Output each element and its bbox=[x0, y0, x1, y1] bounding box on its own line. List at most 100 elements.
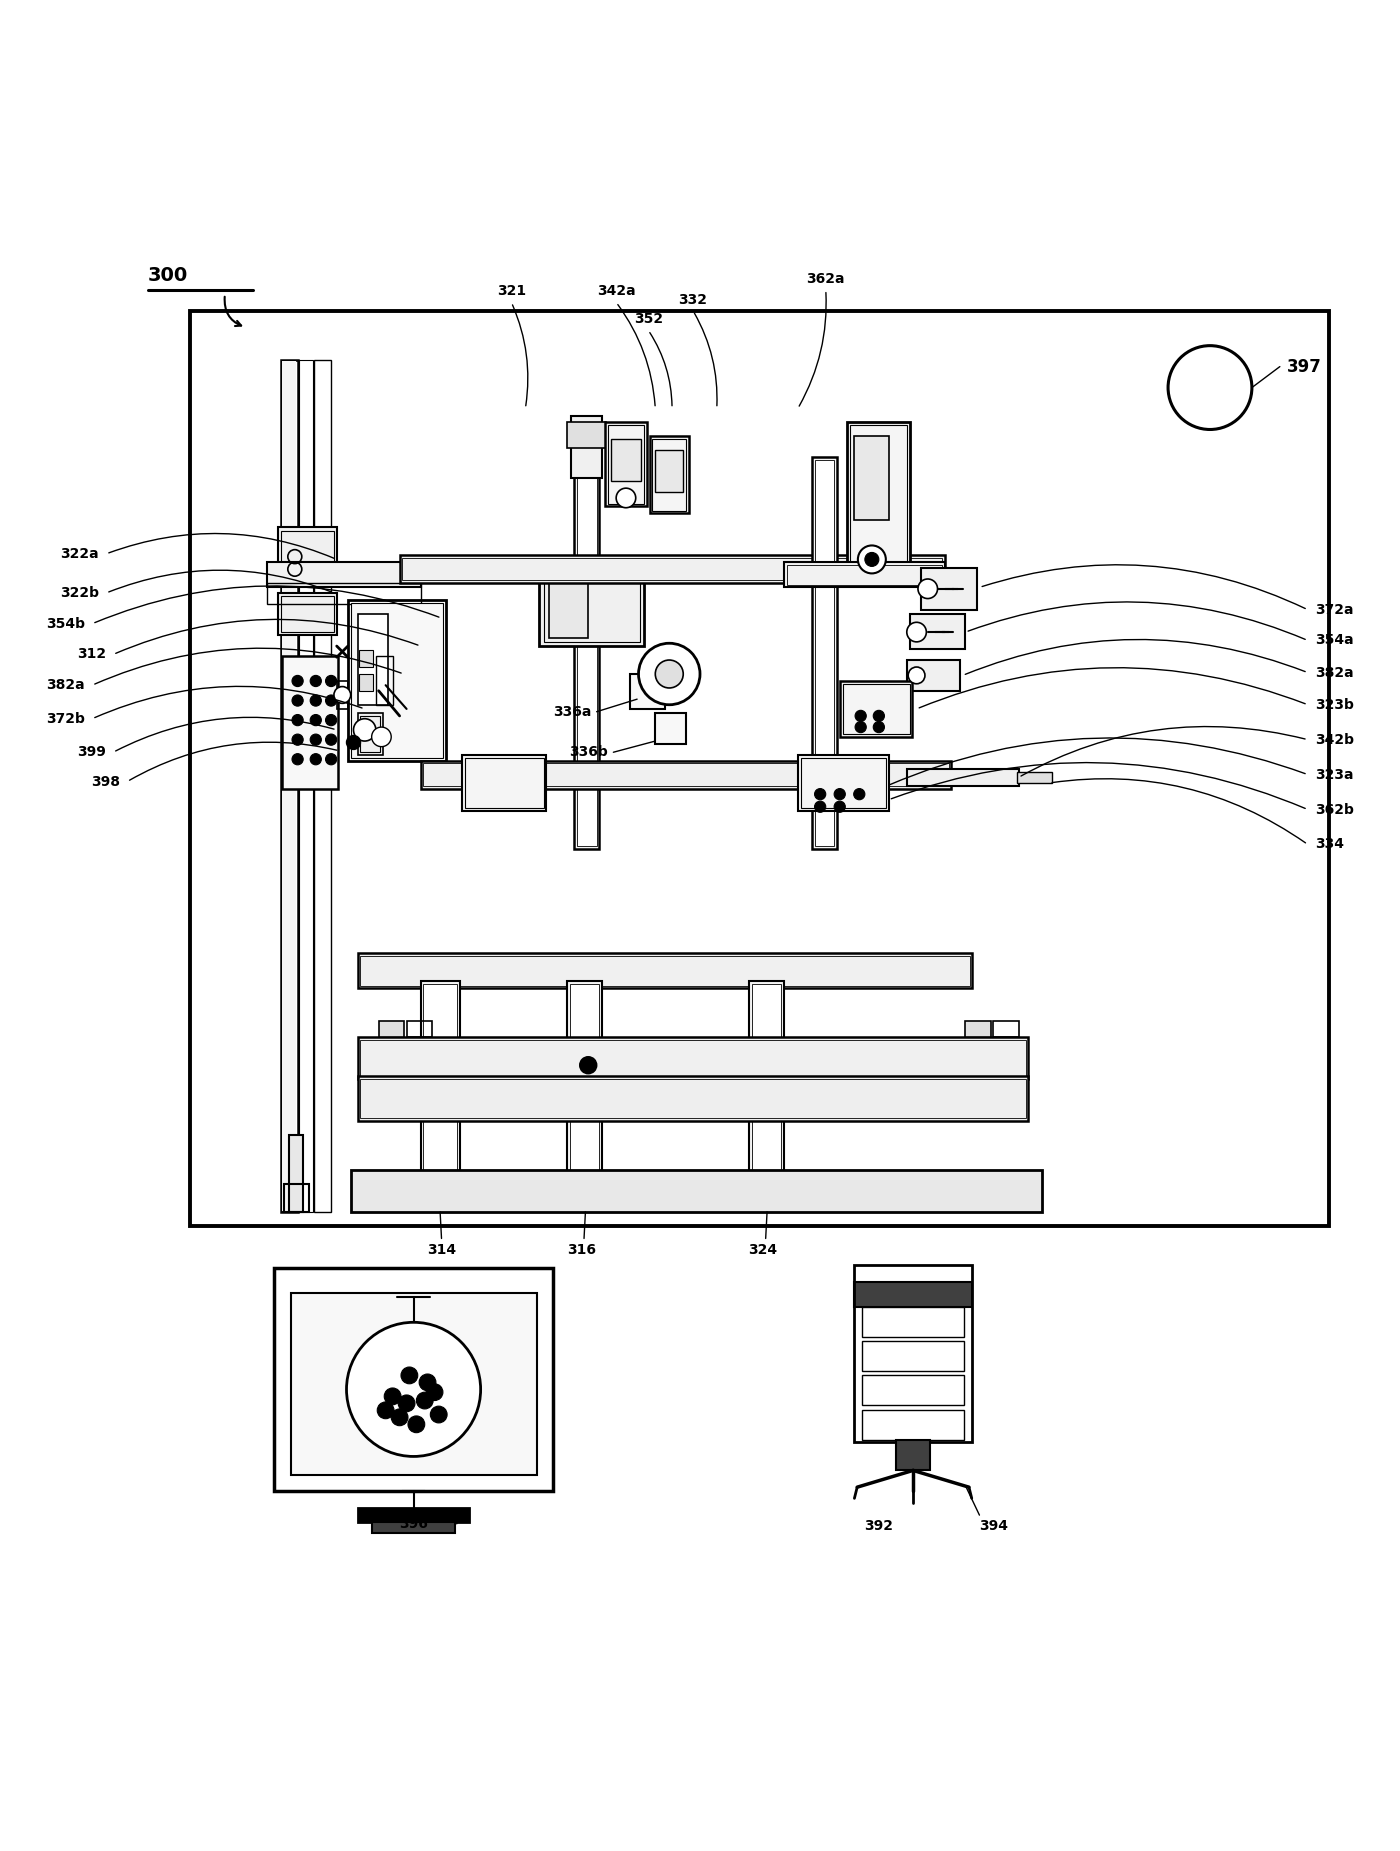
Bar bbox=[423, 763, 949, 787]
Bar bbox=[574, 415, 599, 848]
Bar bbox=[349, 600, 445, 761]
Circle shape bbox=[419, 1373, 435, 1390]
Circle shape bbox=[918, 579, 938, 598]
Circle shape bbox=[377, 1401, 393, 1418]
Bar bbox=[850, 426, 907, 574]
Circle shape bbox=[293, 676, 304, 687]
Bar bbox=[283, 655, 339, 789]
Circle shape bbox=[834, 801, 846, 813]
Bar bbox=[357, 1077, 1029, 1122]
Bar bbox=[375, 655, 392, 705]
Bar bbox=[267, 563, 420, 587]
Bar bbox=[843, 683, 910, 735]
Circle shape bbox=[391, 1409, 407, 1425]
Bar bbox=[539, 570, 644, 646]
Text: 397: 397 bbox=[1287, 357, 1322, 376]
Bar bbox=[357, 713, 382, 755]
Text: 382a: 382a bbox=[1315, 666, 1354, 679]
Bar bbox=[567, 422, 606, 448]
Bar bbox=[608, 426, 644, 503]
Circle shape bbox=[616, 489, 636, 507]
Bar bbox=[290, 1135, 304, 1212]
Bar bbox=[815, 461, 834, 846]
Bar bbox=[549, 581, 588, 639]
Bar bbox=[787, 565, 942, 585]
Text: 312: 312 bbox=[77, 648, 106, 661]
Bar bbox=[267, 583, 420, 603]
Bar bbox=[300, 359, 314, 1212]
Bar bbox=[284, 1185, 309, 1212]
Circle shape bbox=[865, 552, 879, 566]
Text: 398: 398 bbox=[91, 774, 120, 789]
Bar bbox=[801, 757, 886, 809]
Bar bbox=[283, 361, 297, 1211]
Circle shape bbox=[855, 711, 867, 722]
Text: 324: 324 bbox=[749, 1242, 777, 1257]
Bar bbox=[315, 359, 332, 1212]
Circle shape bbox=[858, 546, 886, 574]
Bar bbox=[337, 681, 349, 709]
Bar bbox=[752, 985, 781, 1209]
Circle shape bbox=[909, 666, 925, 683]
Bar bbox=[360, 957, 970, 985]
Circle shape bbox=[834, 789, 846, 800]
Circle shape bbox=[371, 727, 391, 746]
Bar bbox=[360, 716, 379, 752]
Bar bbox=[910, 615, 966, 650]
Circle shape bbox=[311, 694, 322, 705]
Text: 342b: 342b bbox=[1315, 733, 1354, 746]
Circle shape bbox=[293, 753, 304, 764]
Text: 362b: 362b bbox=[1315, 803, 1354, 816]
Bar bbox=[862, 1375, 965, 1405]
Circle shape bbox=[407, 1416, 424, 1433]
Bar bbox=[650, 437, 689, 513]
Bar bbox=[652, 439, 686, 511]
Bar bbox=[854, 437, 889, 520]
Text: 316: 316 bbox=[567, 1242, 596, 1257]
Bar bbox=[281, 531, 335, 579]
Circle shape bbox=[347, 735, 360, 750]
Bar bbox=[907, 768, 1019, 787]
Circle shape bbox=[655, 661, 683, 689]
Text: 342a: 342a bbox=[596, 285, 636, 298]
Circle shape bbox=[326, 714, 337, 726]
Bar bbox=[420, 981, 459, 1212]
Circle shape bbox=[326, 753, 337, 764]
Circle shape bbox=[638, 644, 700, 705]
Bar bbox=[279, 592, 337, 635]
Text: 322a: 322a bbox=[60, 546, 99, 561]
Bar bbox=[279, 528, 337, 583]
Bar bbox=[462, 755, 546, 811]
Text: 362a: 362a bbox=[806, 272, 846, 285]
Bar bbox=[358, 674, 372, 690]
Bar bbox=[281, 359, 298, 1212]
Circle shape bbox=[326, 694, 337, 705]
Circle shape bbox=[293, 714, 304, 726]
Circle shape bbox=[311, 676, 322, 687]
Bar bbox=[784, 563, 945, 587]
Circle shape bbox=[293, 694, 304, 705]
Bar bbox=[847, 422, 910, 576]
Bar bbox=[862, 1410, 965, 1440]
Bar bbox=[360, 1079, 1026, 1118]
Text: 321: 321 bbox=[497, 285, 526, 298]
Text: 354b: 354b bbox=[46, 616, 85, 631]
Text: 382a: 382a bbox=[46, 677, 85, 692]
Circle shape bbox=[326, 735, 337, 746]
Bar bbox=[994, 1020, 1019, 1037]
Bar bbox=[423, 985, 456, 1209]
Text: 314: 314 bbox=[427, 1242, 456, 1257]
Bar bbox=[966, 1020, 991, 1037]
Text: 372a: 372a bbox=[1315, 603, 1354, 616]
Bar bbox=[371, 1522, 455, 1533]
Bar bbox=[605, 422, 647, 507]
Bar bbox=[610, 439, 641, 481]
Bar bbox=[798, 755, 889, 811]
Bar bbox=[357, 953, 973, 988]
Bar bbox=[350, 1170, 1043, 1212]
Circle shape bbox=[426, 1385, 442, 1401]
Circle shape bbox=[335, 687, 350, 703]
Bar bbox=[420, 761, 952, 789]
Circle shape bbox=[353, 718, 375, 740]
Circle shape bbox=[311, 753, 322, 764]
